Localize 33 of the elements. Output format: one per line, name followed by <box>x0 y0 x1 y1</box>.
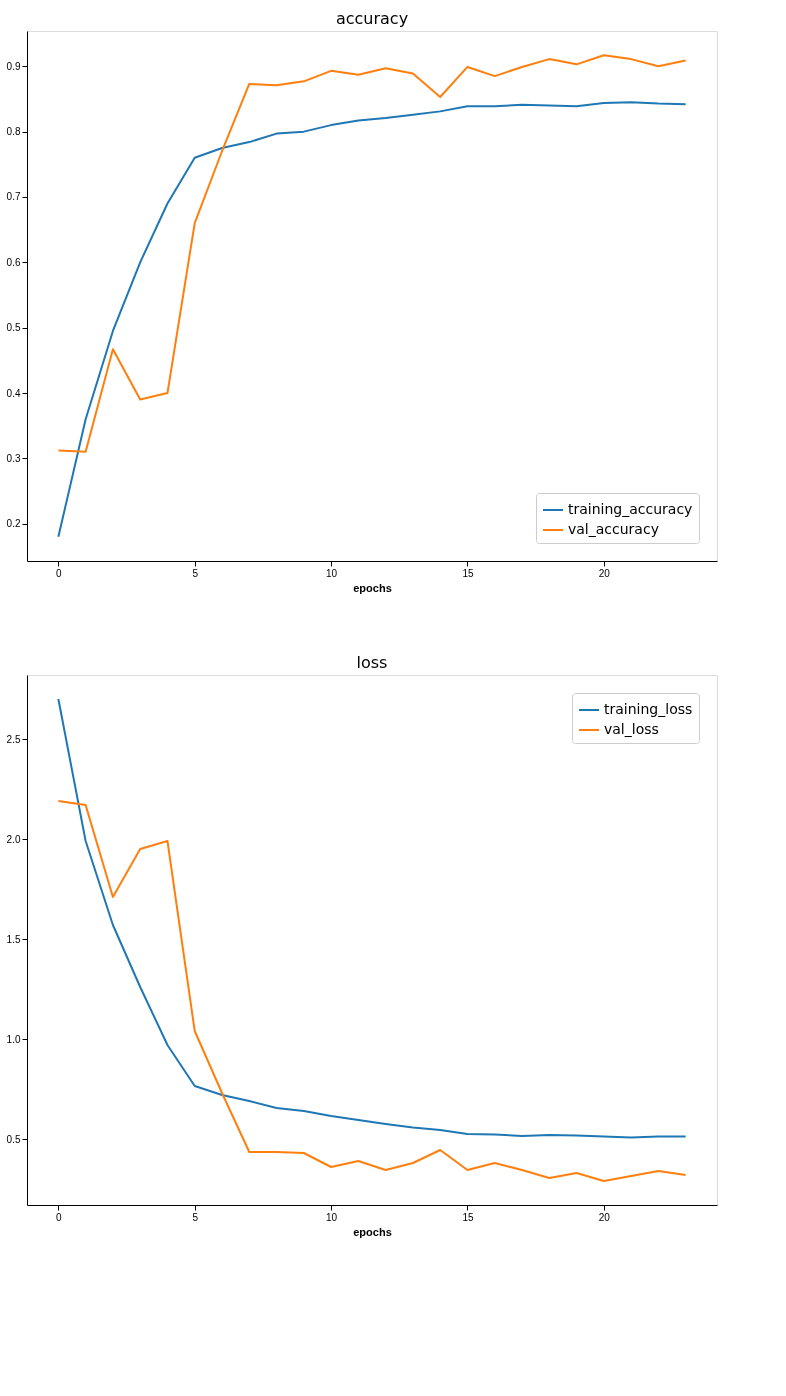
y-tick-label: 0.3 <box>6 452 21 464</box>
legend-label: val_loss <box>604 721 659 737</box>
y-tick-label: 2.5 <box>6 733 21 745</box>
y-tick-label: 2.0 <box>6 833 21 845</box>
x-tick-label: 5 <box>192 1211 199 1223</box>
y-tick-label: 0.2 <box>6 518 21 530</box>
y-tick-label: 1.5 <box>6 933 21 945</box>
x-tick-label: 15 <box>462 567 474 579</box>
x-tick-label: 20 <box>598 1211 611 1223</box>
x-tick-label: 10 <box>326 1211 338 1223</box>
x-tick-label: 15 <box>462 1211 474 1223</box>
y-tick-label: 0.6 <box>6 256 21 268</box>
chart-title: loss <box>356 653 388 672</box>
y-tick-label: 1.0 <box>6 1033 21 1045</box>
legend-label: training_accuracy <box>568 501 693 517</box>
y-tick-label: 0.5 <box>6 322 21 334</box>
y-tick-label: 0.5 <box>6 1133 21 1145</box>
x-axis-title: epochs <box>353 581 392 594</box>
line-series <box>57 54 687 453</box>
line-series <box>57 800 687 1182</box>
y-tick-label: 0.9 <box>6 60 21 72</box>
legend-label: training_loss <box>604 701 693 717</box>
chart-title: accuracy <box>335 9 409 28</box>
legend-label: val_accuracy <box>568 521 659 537</box>
x-tick-label: 20 <box>598 567 611 579</box>
y-tick-label: 0.7 <box>6 191 21 203</box>
x-tick-label: 10 <box>326 567 338 579</box>
x-tick-label: 5 <box>192 567 199 579</box>
x-tick-label: 0 <box>56 1211 63 1223</box>
x-axis-title: epochs <box>353 1225 392 1238</box>
x-tick-label: 0 <box>56 567 63 579</box>
y-tick-label: 0.4 <box>6 387 21 399</box>
y-tick-label: 0.8 <box>6 126 21 138</box>
